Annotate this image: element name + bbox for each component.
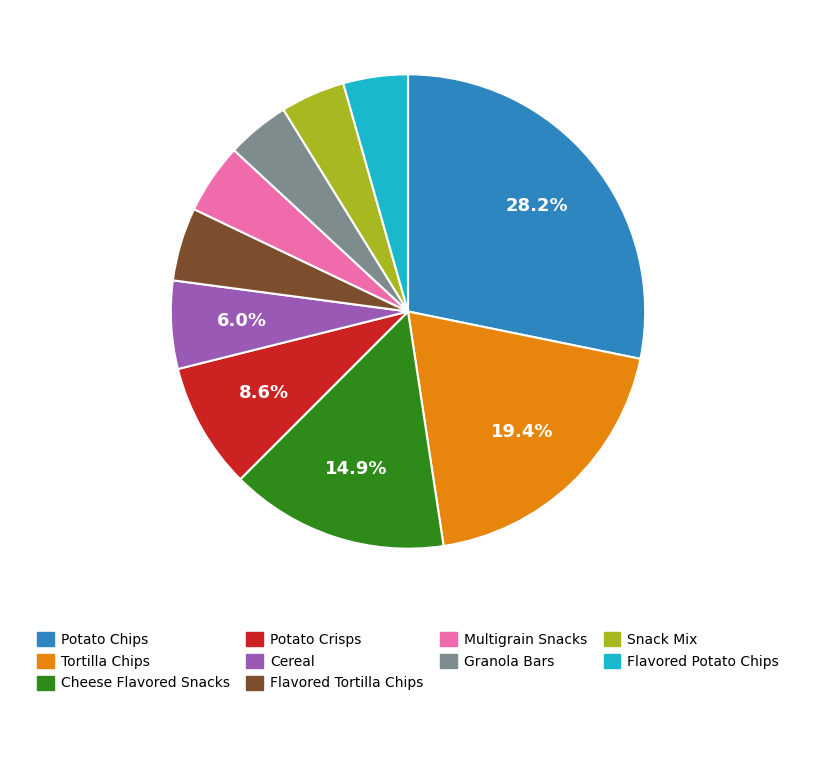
Text: 19.4%: 19.4% (491, 423, 554, 441)
Wedge shape (173, 209, 408, 312)
Text: 28.2%: 28.2% (505, 198, 568, 216)
Wedge shape (408, 74, 645, 359)
Text: 14.9%: 14.9% (325, 461, 388, 478)
Wedge shape (344, 74, 408, 312)
Wedge shape (178, 312, 408, 480)
Text: 8.6%: 8.6% (238, 385, 289, 402)
Text: 6.0%: 6.0% (217, 312, 267, 330)
Wedge shape (283, 84, 408, 312)
Legend: Potato Chips, Tortilla Chips, Cheese Flavored Snacks, Potato Crisps, Cereal, Fla: Potato Chips, Tortilla Chips, Cheese Fla… (32, 626, 784, 696)
Wedge shape (408, 312, 641, 546)
Wedge shape (240, 312, 444, 549)
Wedge shape (171, 280, 408, 369)
Wedge shape (194, 150, 408, 312)
Wedge shape (234, 109, 408, 312)
